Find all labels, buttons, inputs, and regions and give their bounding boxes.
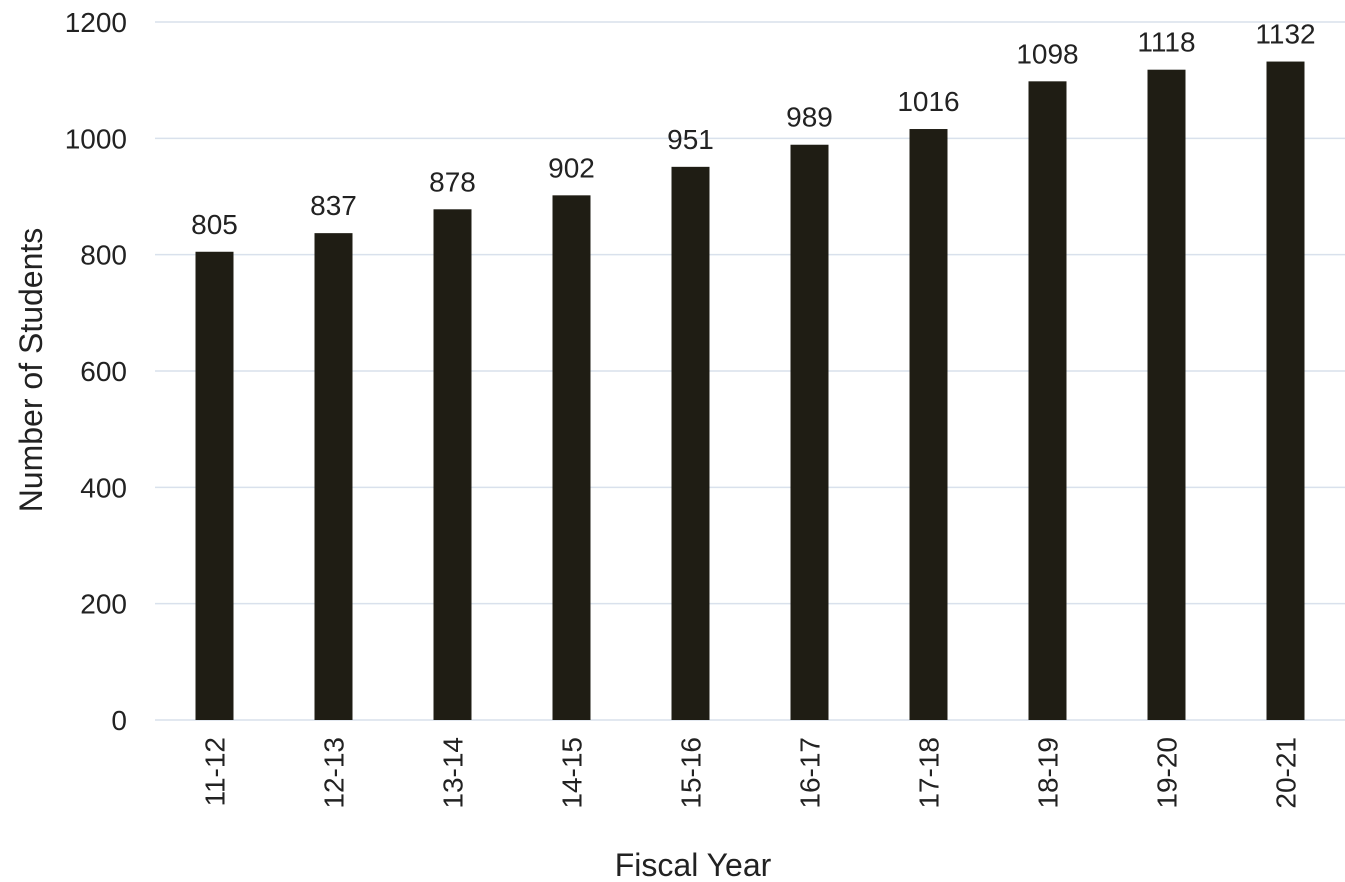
bar: [909, 129, 948, 720]
data-label: 837: [310, 190, 357, 221]
x-tick-label: 20-21: [1271, 737, 1302, 809]
x-tick-label: 13-14: [438, 737, 469, 809]
bar: [790, 144, 829, 720]
y-tick-label: 0: [111, 705, 127, 736]
x-axis-title: Fiscal Year: [615, 847, 772, 882]
data-labels: 805 837 878 902 951 989 1016 1098 1118 1132: [191, 19, 1315, 240]
bar: [314, 233, 353, 720]
data-label: 951: [667, 124, 714, 155]
data-label: 805: [191, 209, 238, 240]
x-tick-label: 14-15: [557, 737, 588, 809]
x-tick-label: 19-20: [1152, 737, 1183, 809]
bar: [1028, 81, 1067, 720]
x-axis-ticks: 11-12 12-13 13-14 14-15 15-16 16-17 17-18 18-19…: [200, 737, 1302, 809]
y-axis-title: Number of Students: [13, 228, 49, 513]
bars: [195, 61, 1305, 721]
y-tick-label: 400: [80, 472, 127, 503]
x-tick-label: 18-19: [1033, 737, 1064, 809]
y-tick-label: 1000: [65, 123, 127, 154]
data-label: 1016: [897, 86, 959, 117]
y-tick-label: 1200: [65, 7, 127, 38]
data-label: 989: [786, 102, 833, 133]
data-label: 1098: [1016, 38, 1078, 69]
data-label: 1118: [1137, 27, 1195, 58]
bar: [433, 209, 472, 720]
bar: [1266, 61, 1305, 720]
data-label: 878: [429, 166, 476, 197]
bar: [195, 251, 234, 720]
data-label: 1132: [1255, 19, 1315, 50]
bar: [1147, 69, 1186, 721]
bar: [552, 195, 591, 720]
x-tick-label: 12-13: [319, 737, 350, 809]
x-tick-label: 17-18: [914, 737, 945, 809]
x-tick-label: 11-12: [200, 737, 231, 807]
y-tick-label: 600: [80, 356, 127, 387]
y-tick-label: 800: [80, 240, 127, 271]
y-tick-label: 200: [80, 589, 127, 620]
x-tick-label: 16-17: [795, 737, 826, 809]
data-label: 902: [548, 152, 595, 183]
bar: [671, 166, 710, 720]
x-tick-label: 15-16: [676, 737, 707, 809]
gridlines: [155, 21, 1345, 721]
y-axis-ticks: 0 200 400 600 800 1000 1200: [65, 7, 127, 736]
